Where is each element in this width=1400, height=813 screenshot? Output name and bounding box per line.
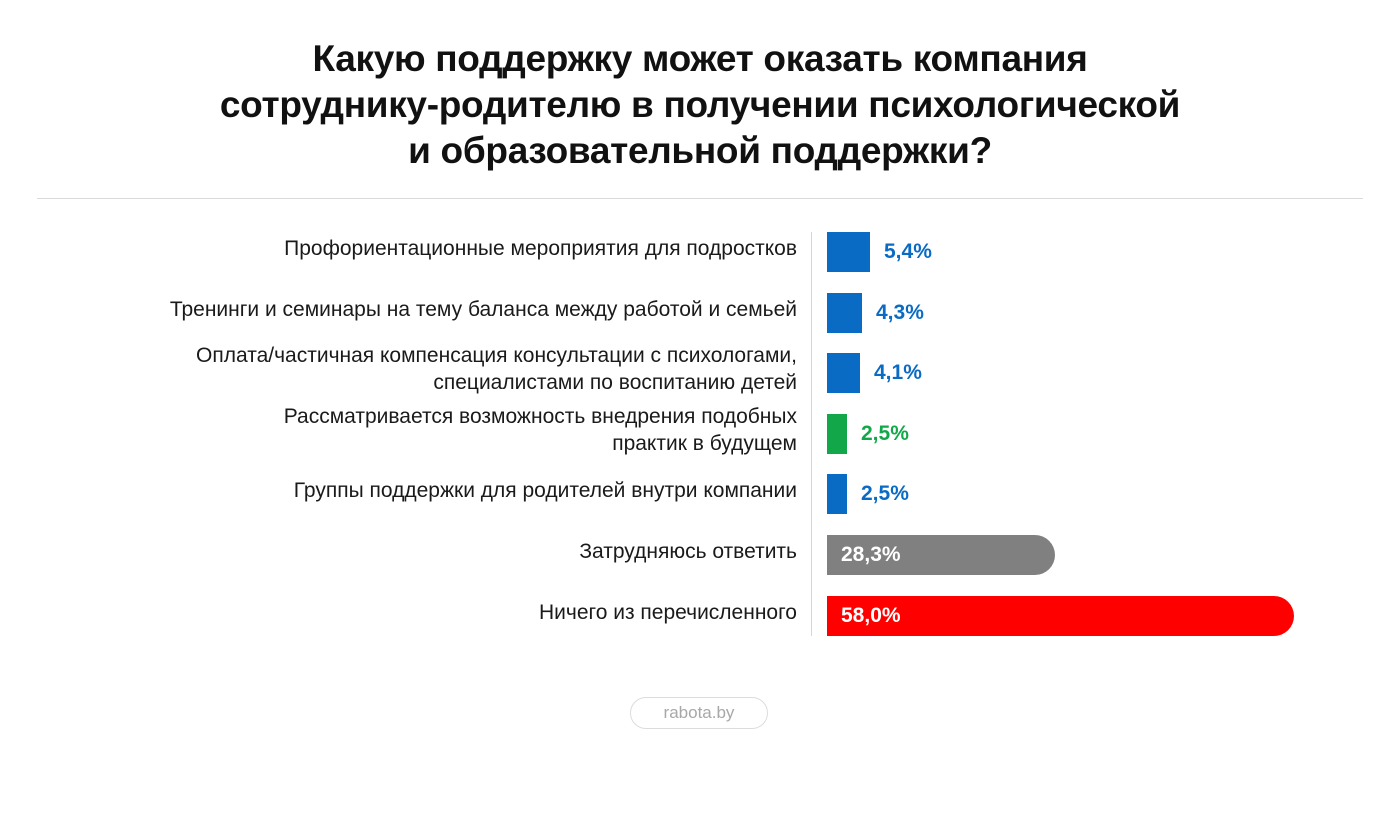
source-logo: rabota.by (630, 697, 768, 729)
category-label: Ничего из перечисленного (77, 599, 797, 626)
category-label-line: Ничего из перечисленного (539, 601, 797, 624)
value-label: 2,5% (861, 482, 909, 505)
category-label-line: Профориентационные мероприятия для подро… (284, 237, 797, 260)
bar (827, 414, 847, 454)
title-divider (37, 198, 1363, 199)
value-label: 5,4% (884, 240, 932, 263)
category-label-line: Тренинги и семинары на тему баланса межд… (169, 298, 797, 321)
bar (827, 232, 870, 272)
category-label-line: практик в будущем (612, 432, 797, 455)
bar (827, 293, 862, 333)
value-label: 2,5% (861, 422, 909, 445)
category-label: Оплата/частичная компенсация консультаци… (77, 342, 797, 396)
category-label: Группы поддержки для родителей внутри ко… (77, 477, 797, 504)
value-label: 28,3% (841, 543, 901, 566)
bar (827, 474, 847, 514)
category-label: Тренинги и семинары на тему баланса межд… (77, 296, 797, 323)
category-label-line: Группы поддержки для родителей внутри ко… (293, 479, 797, 502)
title-line-2: сотруднику-родителю в получении психолог… (219, 84, 1181, 125)
category-label: Затрудняюсь ответить (77, 538, 797, 565)
title-line-3: и образовательной поддержки? (408, 130, 992, 171)
chart-axis (811, 232, 812, 636)
value-label: 4,3% (876, 301, 924, 324)
value-label: 58,0% (841, 604, 901, 627)
chart-title: Какую поддержку может оказать компания с… (0, 36, 1400, 174)
category-label: Рассматривается возможность внедрения по… (77, 403, 797, 457)
title-line-1: Какую поддержку может оказать компания (312, 38, 1088, 79)
bar (827, 353, 860, 393)
bar (827, 596, 1294, 636)
category-label: Профориентационные мероприятия для подро… (77, 235, 797, 262)
category-label-line: Оплата/частичная компенсация консультаци… (196, 344, 797, 367)
category-label-line: специалистами по воспитанию детей (433, 371, 797, 394)
category-label-line: Затрудняюсь ответить (579, 540, 797, 563)
category-label-line: Рассматривается возможность внедрения по… (283, 405, 797, 428)
value-label: 4,1% (874, 361, 922, 384)
bar (827, 535, 1055, 575)
